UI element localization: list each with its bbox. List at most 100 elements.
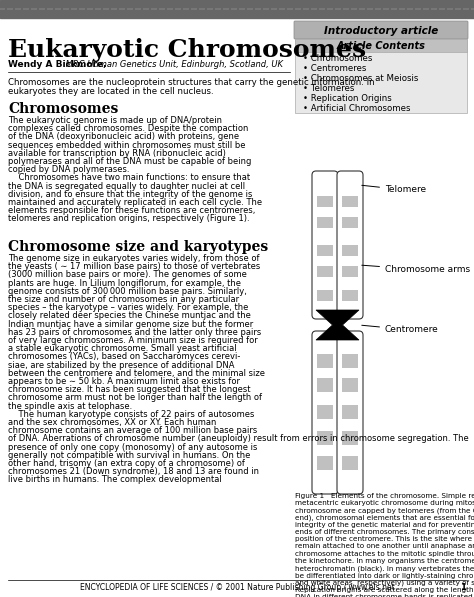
Text: ENCYCLOPEDIA OF LIFE SCIENCES / © 2001 Nature Publishing Group / www.els.net: ENCYCLOPEDIA OF LIFE SCIENCES / © 2001 N… — [80, 583, 394, 592]
FancyBboxPatch shape — [312, 331, 338, 494]
Text: Chromosome arms: Chromosome arms — [362, 265, 470, 275]
Bar — [342, 378, 358, 392]
Text: • Replication Origins: • Replication Origins — [303, 94, 392, 103]
Text: and white areas, respectively) using a variety of staining techniques.: and white areas, respectively) using a v… — [295, 580, 474, 586]
Text: polymerases and all of the DNA must be capable of being: polymerases and all of the DNA must be c… — [8, 157, 251, 166]
FancyBboxPatch shape — [337, 331, 363, 494]
Text: chromosome arm must not be longer than half the length of: chromosome arm must not be longer than h… — [8, 393, 262, 402]
Text: Chromosome size and karyotypes: Chromosome size and karyotypes — [8, 240, 268, 254]
Text: presence of only one copy (monosomy) of any autosome is: presence of only one copy (monosomy) of … — [8, 442, 257, 451]
Text: The human karyotype consists of 22 pairs of autosomes: The human karyotype consists of 22 pairs… — [8, 410, 255, 419]
Text: • Chromosomes at Meiosis: • Chromosomes at Meiosis — [303, 74, 419, 83]
Text: Telomere: Telomere — [362, 185, 426, 195]
Text: be differentiated into dark or lightly-staining chromosome bands (hatched: be differentiated into dark or lightly-s… — [295, 572, 474, 578]
Text: • Chromosomes: • Chromosomes — [303, 54, 373, 63]
Text: Replication origins are scattered along the length of the chromosome arms.: Replication origins are scattered along … — [295, 587, 474, 593]
Text: remain attached to one another until anaphase and where the: remain attached to one another until ana… — [295, 543, 474, 549]
Bar — [342, 405, 358, 418]
Bar — [317, 266, 333, 277]
Bar — [317, 290, 333, 301]
Bar — [317, 196, 333, 207]
Text: has 23 pairs of chromosomes and the latter only three pairs: has 23 pairs of chromosomes and the latt… — [8, 328, 261, 337]
Text: other hand, trisomy (an extra copy of a chromosome) of: other hand, trisomy (an extra copy of a … — [8, 459, 245, 468]
Bar — [342, 266, 358, 277]
Bar — [317, 456, 333, 470]
Bar — [342, 431, 358, 445]
Bar — [317, 353, 333, 368]
Text: telomeres and replication origins, respectively (Figure 1).: telomeres and replication origins, respe… — [8, 214, 250, 223]
Bar — [317, 431, 333, 445]
Text: eukaryotes they are located in the cell nucleus.: eukaryotes they are located in the cell … — [8, 87, 214, 96]
Bar — [0, 0, 474, 18]
Text: Chromosomes are the nucleoprotein structures that carry the genetic information.: Chromosomes are the nucleoprotein struct… — [8, 78, 374, 87]
Bar — [317, 245, 333, 256]
Text: Chromosomes have two main functions: to ensure that: Chromosomes have two main functions: to … — [8, 173, 250, 183]
Text: of the DNA (deoxyribonucleic acid) with proteins, gene: of the DNA (deoxyribonucleic acid) with … — [8, 133, 239, 141]
Bar — [342, 353, 358, 368]
Text: sequences embedded within chromosomes must still be: sequences embedded within chromosomes mu… — [8, 141, 246, 150]
Text: chromosome size. It has been suggested that the longest: chromosome size. It has been suggested t… — [8, 385, 250, 394]
Bar — [317, 405, 333, 418]
Text: genome consists of 300 000 million base pairs. Similarly,: genome consists of 300 000 million base … — [8, 287, 247, 296]
Text: chromosome are capped by telomeres (from the Greek telos, meaning the: chromosome are capped by telomeres (from… — [295, 507, 474, 514]
Bar — [317, 217, 333, 228]
Bar — [342, 290, 358, 301]
Text: the DNA is segregated equally to daughter nuclei at cell: the DNA is segregated equally to daughte… — [8, 181, 245, 190]
Text: end), chromosomal elements that are essential for maintaining the: end), chromosomal elements that are esse… — [295, 515, 474, 521]
Text: Indian muntjac have a similar genome size but the former: Indian muntjac have a similar genome siz… — [8, 319, 253, 328]
Bar — [317, 378, 333, 392]
Text: species – the karyotype – varies widely. For example, the: species – the karyotype – varies widely.… — [8, 303, 248, 312]
Text: DNA in different chromosome bands is replicated at different times.: DNA in different chromosome bands is rep… — [295, 594, 474, 597]
Text: appears to be ∼ 50 kb. A maximum limit also exists for: appears to be ∼ 50 kb. A maximum limit a… — [8, 377, 240, 386]
FancyBboxPatch shape — [294, 21, 468, 39]
FancyBboxPatch shape — [312, 171, 338, 319]
Text: Figure 1   Elements of the chromosome. Simple representation of a: Figure 1 Elements of the chromosome. Sim… — [295, 493, 474, 499]
Text: Article Contents: Article Contents — [337, 41, 426, 51]
Text: Centromere: Centromere — [362, 325, 439, 334]
Text: heterochromatin (black). In many vertebrates the chromosome arms can: heterochromatin (black). In many vertebr… — [295, 565, 474, 571]
Text: Introductory article: Introductory article — [324, 26, 438, 36]
Text: division, and to ensure that the integrity of the genome is: division, and to ensure that the integri… — [8, 190, 252, 199]
Text: the size and number of chromosomes in any particular: the size and number of chromosomes in an… — [8, 295, 239, 304]
Bar — [342, 245, 358, 256]
Text: Wendy A Bickmore,: Wendy A Bickmore, — [8, 60, 107, 69]
Text: • Centromeres: • Centromeres — [303, 64, 366, 73]
Text: chromosomes (YACs), based on Saccharomyces cerevi-: chromosomes (YACs), based on Saccharomyc… — [8, 352, 240, 361]
FancyBboxPatch shape — [295, 39, 467, 113]
Text: ends of different chromosomes. The primary constriction marks the: ends of different chromosomes. The prima… — [295, 529, 474, 535]
Text: between the centromere and telomere, and the minimal size: between the centromere and telomere, and… — [8, 369, 265, 378]
Text: MRC Human Genetics Unit, Edinburgh, Scotland, UK: MRC Human Genetics Unit, Edinburgh, Scot… — [63, 60, 283, 69]
Bar — [295, 39, 467, 52]
Text: • Telomeres: • Telomeres — [303, 84, 355, 93]
Text: chromosome contains an average of 100 million base pairs: chromosome contains an average of 100 mi… — [8, 426, 257, 435]
Text: position of the centromere. This is the site where the sister chromatids: position of the centromere. This is the … — [295, 536, 474, 542]
Bar — [342, 456, 358, 470]
Text: plants are huge. In Lilium longiflorum, for example, the: plants are huge. In Lilium longiflorum, … — [8, 279, 241, 288]
Text: 1: 1 — [460, 583, 466, 592]
Text: available for transcription by RNA (ribonucleic acid): available for transcription by RNA (ribo… — [8, 149, 226, 158]
Text: and the sex chromosomes, XX or XY. Each human: and the sex chromosomes, XX or XY. Each … — [8, 418, 216, 427]
Text: metacentric eukaryotic chromosome during mitosis. The ends of the linear: metacentric eukaryotic chromosome during… — [295, 500, 474, 506]
Text: the kinetochore. In many organisms the centromere is also a site of: the kinetochore. In many organisms the c… — [295, 558, 474, 564]
Text: maintained and accurately replicated in each cell cycle. The: maintained and accurately replicated in … — [8, 198, 262, 207]
Text: The eukaryotic genome is made up of DNA/protein: The eukaryotic genome is made up of DNA/… — [8, 116, 222, 125]
Text: (3000 million base pairs or more). The genomes of some: (3000 million base pairs or more). The g… — [8, 270, 247, 279]
Bar — [342, 196, 358, 207]
Text: live births in humans. The complex developmental: live births in humans. The complex devel… — [8, 475, 222, 484]
Text: elements responsible for these functions are centromeres,: elements responsible for these functions… — [8, 206, 255, 215]
Text: copied by DNA polymerases.: copied by DNA polymerases. — [8, 165, 129, 174]
Text: The genome size in eukaryotes varies widely, from those of: The genome size in eukaryotes varies wid… — [8, 254, 259, 263]
Text: complexes called chromosomes. Despite the compaction: complexes called chromosomes. Despite th… — [8, 124, 248, 133]
Text: closely related deer species the Chinese muntjac and the: closely related deer species the Chinese… — [8, 312, 251, 321]
Text: the yeasts ( ∼ 17 million base pairs) to those of vertebrates: the yeasts ( ∼ 17 million base pairs) to… — [8, 262, 260, 271]
Text: Chromosomes: Chromosomes — [8, 102, 118, 116]
Text: integrity of the genetic material and for preventing fusions between the: integrity of the genetic material and fo… — [295, 522, 474, 528]
Text: Eukaryotic Chromosomes: Eukaryotic Chromosomes — [8, 38, 366, 62]
Text: of very large chromosomes. A minimum size is required for: of very large chromosomes. A minimum siz… — [8, 336, 258, 345]
Text: the spindle axis at telophase.: the spindle axis at telophase. — [8, 402, 132, 411]
Text: siae, are stabilized by the presence of additional DNA: siae, are stabilized by the presence of … — [8, 361, 235, 370]
Text: • Artificial Chromosomes: • Artificial Chromosomes — [303, 104, 410, 113]
Text: of DNA. Aberrations of chromosome number (aneuploidy) result from errors in chro: of DNA. Aberrations of chromosome number… — [8, 435, 469, 444]
Text: a stable eukaryotic chromosome. Small yeast artificial: a stable eukaryotic chromosome. Small ye… — [8, 344, 237, 353]
Text: generally not compatible with survival in humans. On the: generally not compatible with survival i… — [8, 451, 250, 460]
